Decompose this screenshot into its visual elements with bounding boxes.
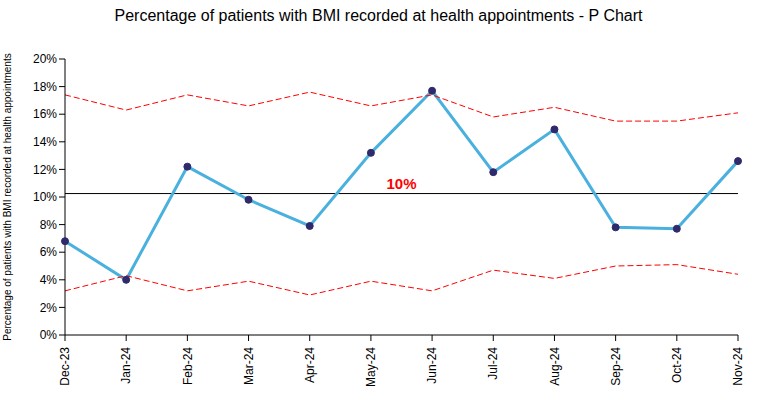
svg-text:Dec-23: Dec-23 — [58, 347, 72, 386]
svg-text:2%: 2% — [40, 301, 58, 315]
svg-text:Apr-24: Apr-24 — [303, 347, 317, 383]
svg-text:6%: 6% — [40, 245, 58, 259]
svg-text:Sep-24: Sep-24 — [609, 347, 623, 386]
svg-text:8%: 8% — [40, 218, 58, 232]
svg-text:20%: 20% — [33, 52, 57, 66]
svg-text:Feb-24: Feb-24 — [181, 347, 195, 385]
svg-text:Jul-24: Jul-24 — [486, 347, 500, 380]
svg-text:16%: 16% — [33, 107, 57, 121]
svg-text:Mar-24: Mar-24 — [242, 347, 256, 385]
svg-text:10%: 10% — [386, 175, 416, 192]
svg-text:14%: 14% — [33, 135, 57, 149]
svg-text:Oct-24: Oct-24 — [670, 347, 684, 383]
svg-text:Jun-24: Jun-24 — [425, 347, 439, 384]
svg-text:Percentage of patients with BM: Percentage of patients with BMI recorded… — [8, 53, 13, 340]
svg-text:May-24: May-24 — [364, 347, 378, 387]
svg-text:Aug-24: Aug-24 — [548, 347, 562, 386]
html-text:Percentage of patients with BM: Percentage of patients with BMI recorded… — [114, 7, 643, 24]
svg-text:0%: 0% — [40, 328, 58, 342]
svg-text:12%: 12% — [33, 163, 57, 177]
svg-text:10%: 10% — [33, 190, 57, 204]
svg-text:Jan-24: Jan-24 — [119, 347, 133, 384]
svg-text:18%: 18% — [33, 80, 57, 94]
svg-text:Nov-24: Nov-24 — [731, 347, 745, 386]
svg-text:4%: 4% — [40, 273, 58, 287]
